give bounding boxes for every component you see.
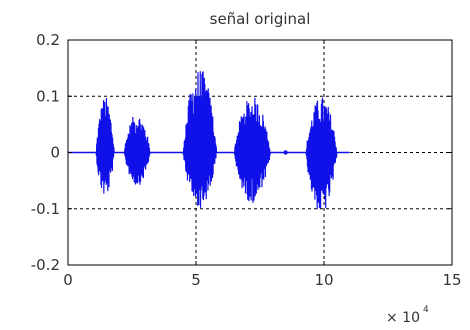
x-axis-exponent: × 10: [386, 310, 420, 326]
y-tick-label-1: 0.1: [36, 87, 60, 105]
signal-burst-4: [306, 98, 337, 209]
signal-burst-3: [234, 98, 270, 203]
signal-burst-1: [124, 117, 150, 185]
signal-series: [68, 71, 350, 209]
signal-burst-2: [183, 71, 216, 208]
signal-dot-0: [283, 150, 287, 154]
y-tick-label-4: -0.2: [31, 256, 60, 274]
x-tick-label-1: 5: [191, 271, 201, 289]
x-tick-label-2: 10: [314, 271, 333, 289]
chart-title: señal original: [210, 10, 311, 28]
x-tick-label-3: 15: [442, 271, 461, 289]
signal-burst-0: [96, 98, 114, 194]
x-axis-exponent-power: 4: [423, 305, 429, 315]
y-tick-label-3: -0.1: [31, 200, 60, 218]
y-tick-label-0: 0.2: [36, 31, 60, 49]
y-tick-label-2: 0: [50, 144, 60, 162]
x-tick-label-0: 0: [63, 271, 73, 289]
